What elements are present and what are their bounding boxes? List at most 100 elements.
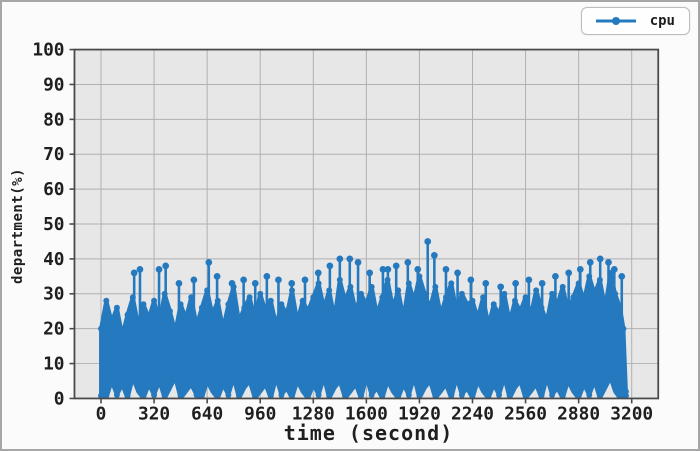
- cpu-series-peak-marker: [610, 265, 618, 273]
- cpu-series-marker: [458, 391, 465, 398]
- cpu-series-peak-marker: [288, 279, 296, 287]
- cpu-series-marker: [496, 391, 503, 398]
- cpu-series-peak-marker: [175, 279, 183, 287]
- cpu-series-peak-marker: [346, 255, 354, 263]
- cpu-series-marker: [193, 391, 200, 398]
- cpu-series-marker: [395, 392, 402, 399]
- cpu-series-marker: [278, 391, 285, 398]
- cpu-series-marker: [305, 392, 311, 399]
- cpu-series-marker: [474, 315, 481, 322]
- cpu-series-marker: [257, 290, 264, 297]
- cpu-series-peak-marker: [497, 283, 505, 291]
- x-tick-label: 2880: [557, 403, 600, 424]
- cpu-series-marker: [522, 294, 529, 301]
- x-tick-label: 1600: [345, 403, 388, 424]
- cpu-series-marker: [167, 308, 173, 315]
- cpu-series-peak-marker: [213, 272, 221, 280]
- cpu-series-marker: [124, 311, 131, 318]
- cpu-series-marker: [517, 308, 524, 315]
- cpu-series-peak-marker: [512, 279, 519, 287]
- cpu-series-marker: [310, 294, 317, 301]
- y-tick-label: 100: [32, 40, 64, 61]
- cpu-series-marker: [236, 392, 242, 399]
- cpu-series-peak-marker: [482, 279, 490, 287]
- cpu-series-marker: [98, 325, 104, 332]
- cpu-series-marker: [161, 392, 168, 399]
- cpu-series-marker: [559, 392, 566, 399]
- cpu-series-marker: [278, 301, 285, 308]
- cpu-series-marker: [358, 290, 365, 297]
- cpu-series-peak-marker: [314, 269, 322, 277]
- legend-line-marker-icon: [595, 17, 636, 25]
- cpu-series-marker: [437, 311, 444, 318]
- cpu-series-peak-marker: [552, 272, 559, 280]
- cpu-series-marker: [373, 311, 380, 318]
- cpu-series-peak-marker: [301, 276, 309, 284]
- cpu-series-marker: [389, 304, 396, 311]
- cpu-series-peak-marker: [538, 279, 546, 287]
- cpu-series-marker: [177, 392, 184, 399]
- cpu-series-marker: [405, 391, 412, 398]
- legend-label: cpu: [649, 13, 675, 29]
- cpu-series-marker: [580, 297, 587, 304]
- cpu-series-marker: [421, 290, 428, 297]
- y-tick-label: 50: [43, 214, 64, 235]
- cpu-series-marker: [464, 301, 471, 308]
- cpu-series-marker: [251, 392, 258, 399]
- cpu-series-marker: [220, 325, 227, 332]
- x-tick-label: 1920: [398, 403, 441, 424]
- cpu-series-marker: [416, 392, 423, 399]
- cpu-series-peak-marker: [605, 259, 612, 266]
- cpu-series-peak-marker: [130, 269, 138, 277]
- cpu-series-marker: [622, 392, 629, 399]
- cpu-series-marker: [448, 280, 455, 287]
- cpu-series-peak-marker: [162, 262, 170, 270]
- x-tick-label: 2240: [451, 403, 494, 424]
- cpu-series-marker: [320, 304, 327, 311]
- cpu-series-peak-marker: [366, 269, 374, 277]
- cpu-series-marker: [533, 287, 540, 294]
- cpu-series-marker: [448, 392, 455, 399]
- x-tick-label: 640: [191, 403, 223, 424]
- cpu-series-peak-marker: [228, 279, 236, 287]
- x-tick-label: 1280: [292, 403, 335, 424]
- cpu-series-marker: [570, 294, 577, 301]
- cpu-series-peak-marker: [525, 276, 533, 284]
- cpu-series-marker: [363, 301, 370, 308]
- cpu-series-peak-marker: [596, 255, 604, 263]
- x-tick-label: 3200: [610, 403, 653, 424]
- cpu-series-peak-marker: [240, 276, 247, 284]
- cpu-series-peak-marker: [414, 265, 422, 273]
- y-tick-label: 80: [43, 109, 64, 130]
- cpu-series-marker: [559, 283, 566, 290]
- cpu-series-marker: [469, 392, 476, 399]
- cpu-series-peak-marker: [354, 259, 362, 266]
- cpu-series-marker: [182, 315, 189, 322]
- x-tick-label: 2560: [504, 403, 547, 424]
- cpu-series-marker: [602, 304, 609, 311]
- x-tick-label: 0: [96, 403, 107, 424]
- cpu-series-peak-marker: [454, 269, 461, 277]
- cpu-series-marker: [236, 318, 242, 325]
- cpu-series-marker: [543, 318, 550, 325]
- cpu-series-peak-marker: [275, 276, 282, 284]
- cpu-series-marker: [103, 392, 110, 399]
- x-axis-title: time (second): [283, 421, 454, 445]
- cpu-series-marker: [225, 391, 232, 398]
- cpu-series-marker: [331, 315, 338, 322]
- cpu-series-peak-marker: [384, 265, 392, 273]
- cpu-series-marker: [225, 301, 232, 308]
- y-tick-label: 10: [43, 354, 64, 375]
- y-tick-label: 20: [43, 319, 64, 340]
- cpu-series-peak-marker: [251, 279, 259, 287]
- cpu-series-peak-marker: [263, 272, 271, 280]
- cpu-series-peak-marker: [424, 238, 432, 245]
- cpu-series-marker: [400, 315, 407, 322]
- cpu-series-marker: [198, 304, 205, 311]
- cpu-series-marker: [342, 392, 349, 399]
- cpu-series-marker: [432, 392, 439, 399]
- cpu-series-marker: [289, 392, 296, 399]
- cpu-series-peak-marker: [586, 259, 594, 266]
- cpu-series-marker: [214, 392, 221, 399]
